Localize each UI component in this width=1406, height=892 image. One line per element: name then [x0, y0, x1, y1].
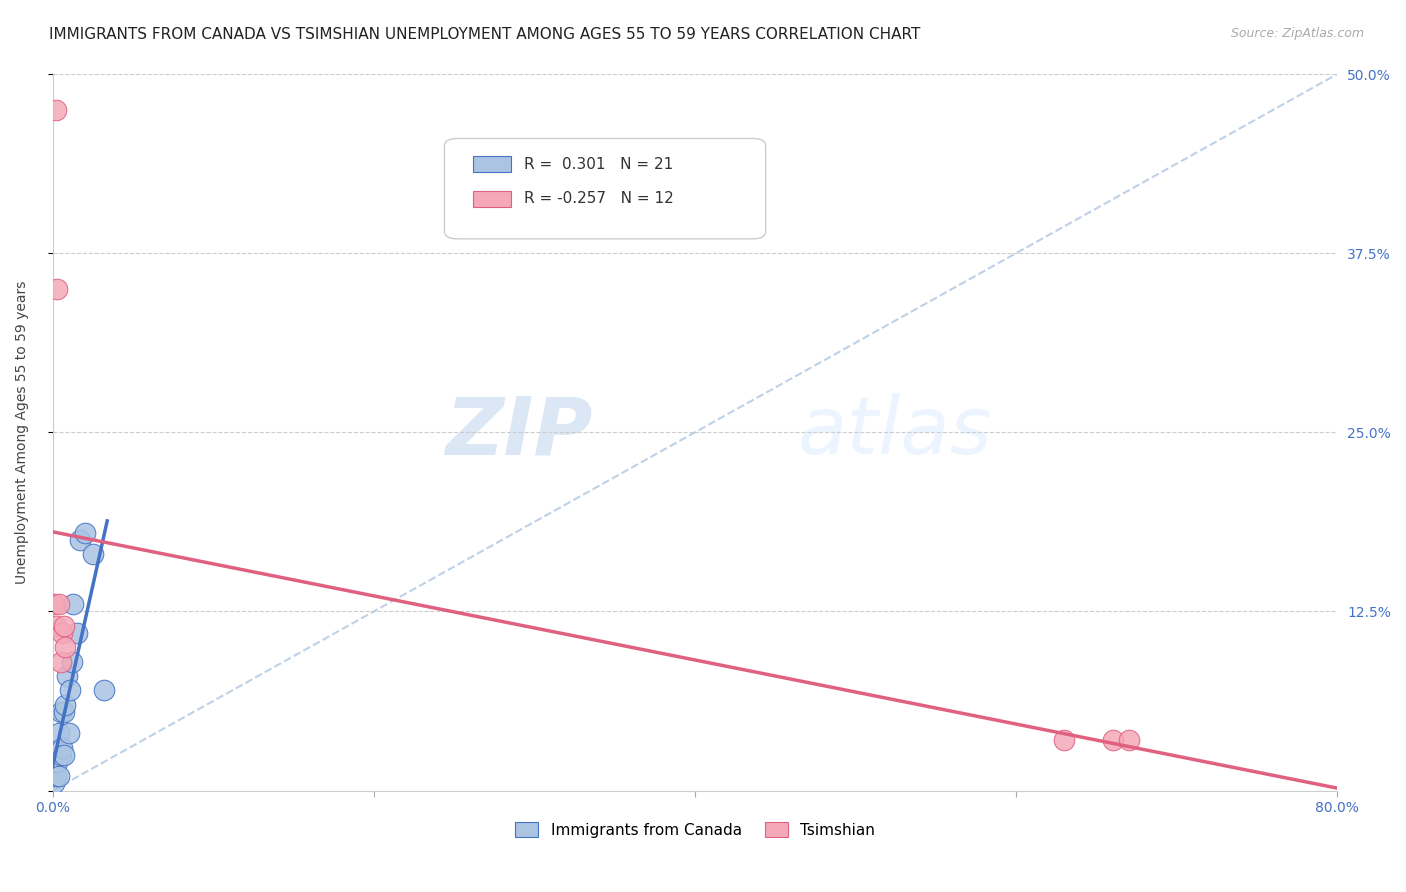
Point [69, 533, 91, 547]
Point [52, 705, 75, 719]
Text: R = -0.257   N = 12: R = -0.257 N = 12 [524, 191, 673, 206]
Point [58, 726, 80, 740]
Point [49, 655, 72, 669]
Point [1101, 733, 1123, 747]
Text: Source: ZipAtlas.com: Source: ZipAtlas.com [1230, 27, 1364, 40]
Point [48, 769, 70, 783]
Point [56, 669, 79, 683]
Point [44, 776, 66, 790]
Point [60, 655, 83, 669]
Text: atlas: atlas [797, 393, 993, 471]
Text: ZIP: ZIP [444, 393, 592, 471]
Point [55, 698, 77, 712]
Point [48, 726, 70, 740]
Point [51, 626, 73, 640]
Point [45, 103, 67, 117]
Point [51, 740, 73, 755]
Point [1118, 733, 1140, 747]
Point [52, 747, 75, 762]
Bar [472, 156, 512, 172]
Point [46, 755, 69, 769]
Y-axis label: Unemployment Among Ages 55 to 59 years: Unemployment Among Ages 55 to 59 years [15, 281, 30, 584]
Text: R =  0.301   N = 21: R = 0.301 N = 21 [524, 157, 673, 172]
Point [52, 619, 75, 633]
Point [45, 619, 67, 633]
Point [44, 597, 66, 611]
Point [66, 626, 89, 640]
Point [59, 683, 82, 698]
Point [55, 640, 77, 655]
Point [1053, 733, 1076, 747]
Point [93, 683, 115, 698]
Point [62, 597, 84, 611]
FancyBboxPatch shape [444, 138, 766, 239]
Point [82, 547, 104, 561]
Point [46, 282, 69, 296]
Point [73, 525, 96, 540]
Point [48, 597, 70, 611]
Text: IMMIGRANTS FROM CANADA VS TSIMSHIAN UNEMPLOYMENT AMONG AGES 55 TO 59 YEARS CORRE: IMMIGRANTS FROM CANADA VS TSIMSHIAN UNEM… [49, 27, 921, 42]
Point [49, 747, 72, 762]
Point [49, 705, 72, 719]
Point [45, 769, 67, 783]
Legend: Immigrants from Canada, Tsimshian: Immigrants from Canada, Tsimshian [509, 815, 880, 844]
Bar [472, 191, 512, 207]
